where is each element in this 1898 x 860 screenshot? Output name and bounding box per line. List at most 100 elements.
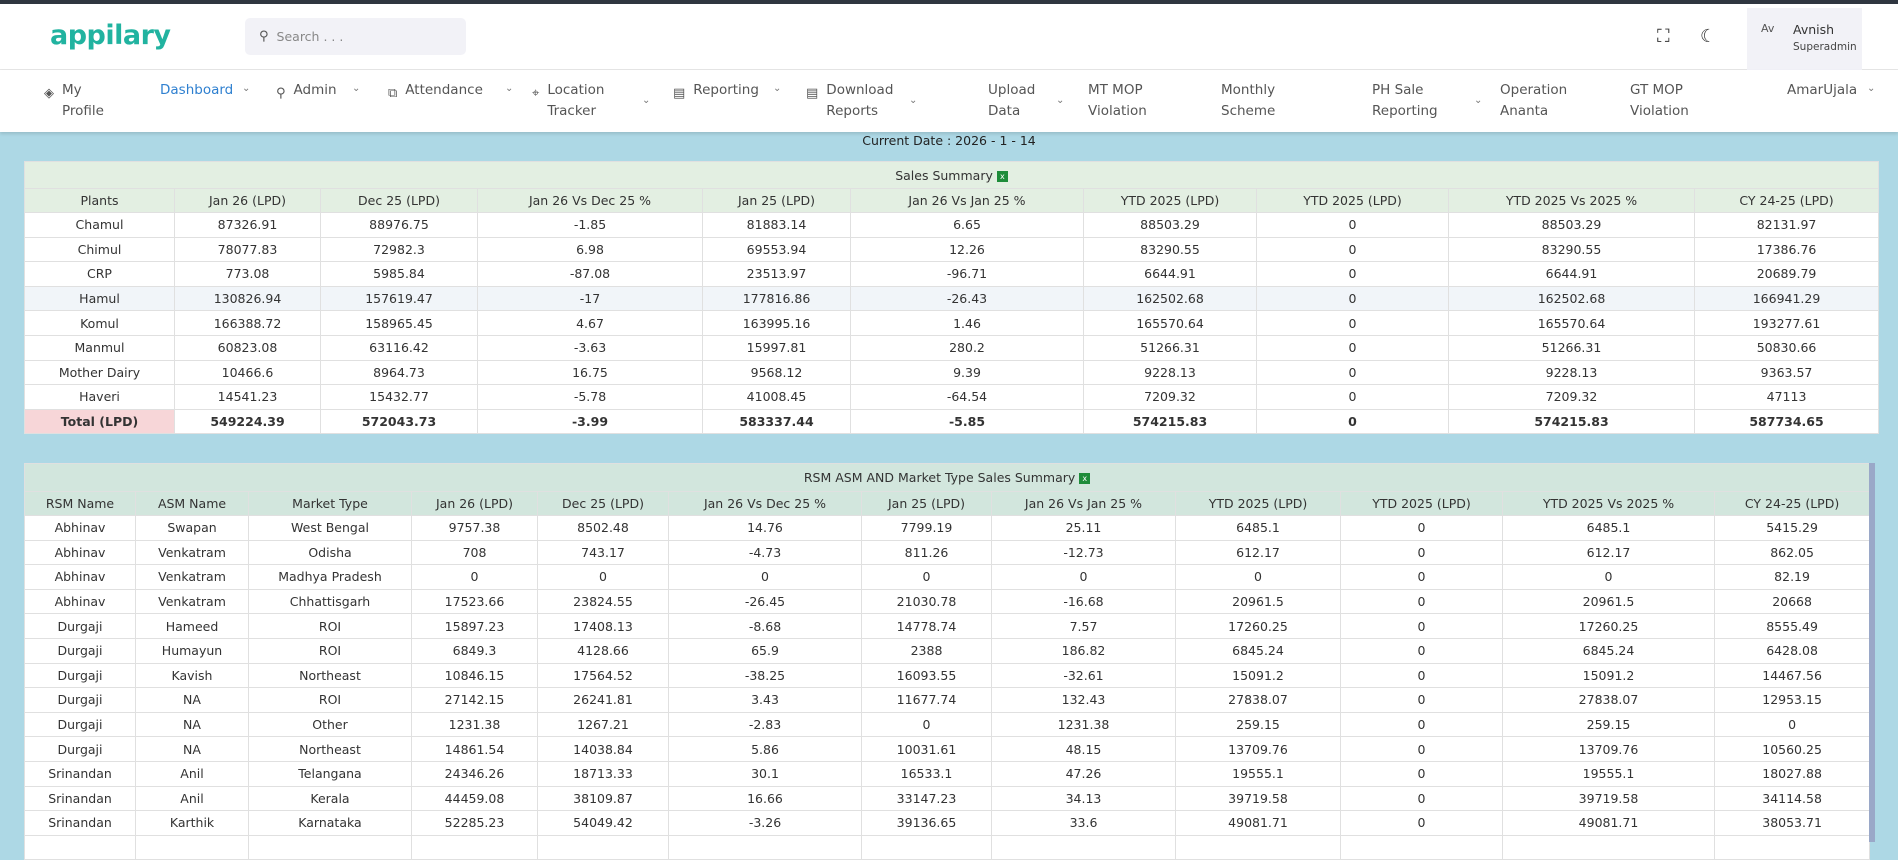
nav-item-amarujala[interactable]: AmarUjala ⌄ <box>1787 80 1875 101</box>
table-cell: Manmul <box>24 334 175 361</box>
nav-label-line: Data <box>988 103 1021 119</box>
table-cell: 38109.87 <box>537 785 669 812</box>
nav-item-reporting[interactable]: ▤ Reporting ⌄ <box>673 80 781 104</box>
table-cell: NA <box>135 687 249 713</box>
table-cell <box>135 834 249 860</box>
logo[interactable]: appilary <box>50 20 171 51</box>
nav-label-line: Attendance <box>405 82 483 98</box>
column-header[interactable]: YTD 2025 (LPD) <box>1256 188 1449 213</box>
nav-label: Monthly Scheme <box>1221 80 1275 122</box>
column-header[interactable]: Jan 25 (LPD) <box>702 188 851 213</box>
table-cell: 87326.91 <box>174 212 321 238</box>
column-header[interactable]: Jan 26 Vs Dec 25 % <box>477 188 703 213</box>
nav-item-upload[interactable]: Upload Data ⌄ <box>988 80 1064 122</box>
table-cell: Hamul <box>24 285 175 312</box>
moon-icon[interactable]: ☾ <box>1700 26 1717 47</box>
nav-label-line: Ananta <box>1500 103 1549 119</box>
table-cell: 163995.16 <box>702 310 851 336</box>
table-scrollbar[interactable] <box>1869 463 1875 842</box>
nav-item-download[interactable]: ▤ Download Reports ⌄ <box>806 80 917 122</box>
current-date: Current Date : 2026 - 1 - 14 <box>862 133 1036 148</box>
nav-icon: ⚲ <box>276 86 286 101</box>
nav-item-dashboard[interactable]: Dashboard ⌄ <box>160 80 250 101</box>
table-cell: Anil <box>135 760 249 787</box>
table-cell: -5.78 <box>477 384 703 410</box>
column-header[interactable]: Market Type <box>248 491 412 516</box>
table-cell <box>991 834 1176 860</box>
table-cell: 280.2 <box>850 334 1084 361</box>
table-cell: 65.9 <box>668 637 862 664</box>
column-header[interactable]: Jan 26 (LPD) <box>174 188 321 213</box>
table-cell: 17408.13 <box>537 613 669 639</box>
table-cell: Srinandan <box>24 810 136 836</box>
table-cell: 14038.84 <box>537 736 669 762</box>
nav-item-mt-mop[interactable]: MT MOP Violation <box>1088 80 1147 122</box>
table-cell <box>1340 834 1503 860</box>
table-cell: 1231.38 <box>411 711 538 738</box>
table-cell: 6845.24 <box>1175 637 1341 664</box>
nav-item-ph-sale[interactable]: PH Sale Reporting ⌄ <box>1372 80 1482 122</box>
nav-icon: ⧉ <box>388 86 398 101</box>
column-header[interactable]: YTD 2025 Vs 2025 % <box>1502 491 1715 516</box>
column-header[interactable]: CY 24-25 (LPD) <box>1693 188 1880 213</box>
table-cell: 16.75 <box>477 359 703 386</box>
column-header[interactable]: Jan 26 Vs Dec 25 % <box>668 491 862 516</box>
table-cell: Abhinav <box>24 564 136 590</box>
column-header[interactable]: YTD 2025 (LPD) <box>1340 491 1503 516</box>
column-header[interactable]: YTD 2025 (LPD) <box>1175 491 1341 516</box>
nav-label-line: Tracker <box>547 103 597 119</box>
market-summary-title: RSM ASM AND Market Type Sales Summary x <box>23 463 1871 492</box>
table-cell: 0 <box>1340 760 1503 787</box>
table-cell: 81883.14 <box>702 212 851 238</box>
table-cell: 16533.1 <box>861 760 992 787</box>
nav-item-admin[interactable]: ⚲ Admin ⌄ <box>276 80 360 104</box>
column-header[interactable]: Plants <box>24 188 175 213</box>
chevron-down-icon: ⌄ <box>352 83 361 94</box>
table-cell: 6428.08 <box>1713 637 1871 664</box>
table-cell: 14.76 <box>668 515 862 541</box>
search-input[interactable]: ⚲ Search . . . <box>245 18 466 55</box>
column-header[interactable]: Jan 26 Vs Jan 25 % <box>850 188 1084 213</box>
nav-label-line: My <box>62 82 82 98</box>
table-cell: 811.26 <box>861 539 992 566</box>
nav-item-operation[interactable]: Operation Ananta <box>1500 80 1567 122</box>
excel-export-icon[interactable]: x <box>1079 473 1091 484</box>
table-cell: 7.57 <box>991 613 1176 639</box>
nav-label-line: Reporting <box>1372 103 1438 119</box>
column-header[interactable]: YTD 2025 (LPD) <box>1083 188 1257 213</box>
column-header[interactable]: Jan 25 (LPD) <box>861 491 992 516</box>
table-cell: 51266.31 <box>1448 334 1695 361</box>
fullscreen-icon[interactable]: ⛶ <box>1657 26 1670 47</box>
table-cell: 16093.55 <box>861 662 992 689</box>
nav-item-attendance[interactable]: ⧉ Attendance ⌄ <box>388 80 513 104</box>
nav-item-my[interactable]: ◈ My Profile <box>44 80 104 122</box>
column-header[interactable]: YTD 2025 Vs 2025 % <box>1448 188 1695 213</box>
nav-item-monthly[interactable]: Monthly Scheme <box>1221 80 1275 122</box>
excel-export-icon[interactable]: x <box>996 170 1008 182</box>
table-cell: 14467.56 <box>1713 662 1871 689</box>
nav-item-gt-mop[interactable]: GT MOP Violation <box>1630 80 1689 122</box>
chevron-down-icon: ⌄ <box>773 83 782 94</box>
nav-label: GT MOP Violation <box>1630 80 1689 122</box>
column-header[interactable]: Dec 25 (LPD) <box>320 188 478 213</box>
table-cell: Durgaji <box>24 736 136 762</box>
market-summary-table: RSM ASM AND Market Type Sales Summary x R… <box>23 463 1871 860</box>
column-header[interactable]: RSM Name <box>24 491 136 516</box>
nav-label: Operation Ananta <box>1500 80 1567 122</box>
column-header[interactable]: Dec 25 (LPD) <box>537 491 669 516</box>
nav-label-line: Reporting <box>693 82 759 98</box>
column-header[interactable]: Jan 26 Vs Jan 25 % <box>991 491 1176 516</box>
nav-label: Attendance <box>405 80 483 104</box>
table-cell: 0 <box>1340 736 1503 762</box>
column-header[interactable]: CY 24-25 (LPD) <box>1713 491 1871 516</box>
nav-item-location[interactable]: ⌖ Location Tracker ⌄ <box>532 80 650 122</box>
user-menu[interactable]: Av Avnish Superadmin <box>1747 8 1862 74</box>
table-cell: -3.26 <box>668 810 862 836</box>
table-cell: 6.65 <box>850 212 1084 238</box>
table-cell: 63116.42 <box>320 334 478 361</box>
avatar: Av <box>1761 22 1775 35</box>
column-header[interactable]: ASM Name <box>135 491 249 516</box>
table-row: Abhinav Swapan West Bengal 9757.38 8502.48 14… <box>24 515 1871 541</box>
column-header[interactable]: Jan 26 (LPD) <box>411 491 538 516</box>
table-cell: Mother Dairy <box>24 359 175 386</box>
